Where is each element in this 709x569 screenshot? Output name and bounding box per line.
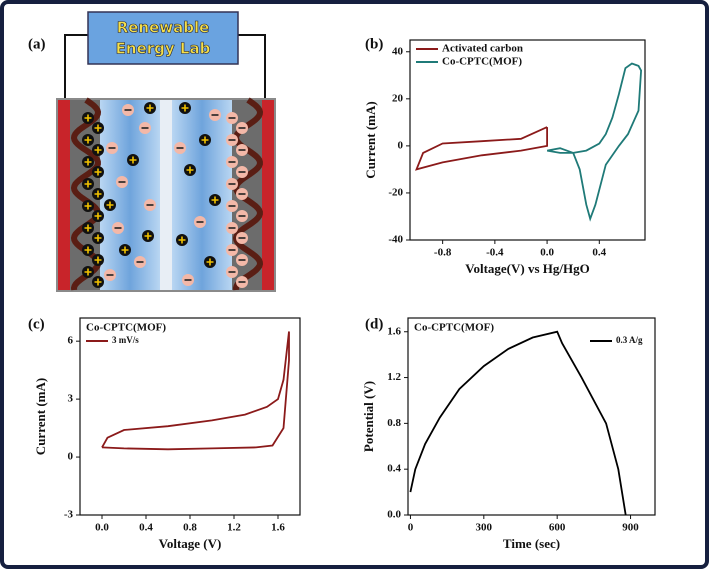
plus-sign: [146, 104, 154, 112]
sign-text: Renewable: [117, 19, 210, 37]
y-tick-label: 3: [68, 393, 74, 405]
y-axis-label: Potential (V): [361, 381, 376, 452]
y-tick-label: 0.8: [387, 417, 401, 429]
x-tick-label: 0.0: [540, 247, 554, 259]
y-tick-label: 0.4: [387, 463, 401, 475]
y-tick-label: 20: [392, 92, 404, 104]
y-tick-label: 0: [398, 139, 404, 151]
electrolyte: [100, 100, 160, 290]
plus-sign: [129, 156, 137, 164]
plus-sign: [84, 136, 92, 144]
plus-sign: [84, 246, 92, 254]
y-tick-label: -40: [388, 234, 403, 246]
annotation: Co-CPTC(MOF): [86, 322, 166, 334]
x-tick-label: 0.4: [592, 247, 606, 259]
plus-sign: [84, 268, 92, 276]
plus-sign: [201, 136, 209, 144]
y-axis-label: Current (mA): [363, 101, 378, 178]
legend-label: Co-CPTC(MOF): [442, 56, 522, 68]
wire: [64, 34, 266, 100]
data-line: [414, 126, 548, 171]
x-tick-label: 0: [408, 522, 414, 534]
y-tick-label: 1.2: [387, 371, 401, 383]
data-line: [409, 330, 627, 516]
sign-box: [87, 11, 239, 65]
plus-sign: [121, 246, 129, 254]
collector: [58, 100, 70, 290]
sign-text: Energy Lab: [116, 40, 211, 58]
plus-sign: [94, 146, 102, 154]
panel-label: (b): [365, 36, 383, 52]
plus-sign: [106, 201, 114, 209]
data-line: [101, 331, 290, 451]
plus-sign: [84, 114, 92, 122]
legend-label: 3 mV/s: [112, 335, 139, 345]
plus-sign: [94, 212, 102, 220]
plus-sign: [186, 166, 194, 174]
x-axis-label: Time (sec): [503, 536, 560, 551]
x-tick-label: 300: [476, 522, 493, 534]
plus-sign: [206, 258, 214, 266]
x-tick-label: -0.4: [486, 247, 504, 259]
plus-sign: [94, 278, 102, 286]
y-tick-label: -20: [388, 186, 403, 198]
plus-sign: [178, 236, 186, 244]
y-tick-label: 0: [68, 451, 74, 463]
electrolyte: [172, 100, 232, 290]
plot-frame: [407, 317, 656, 516]
plus-sign: [84, 180, 92, 188]
plus-sign: [94, 124, 102, 132]
x-axis-label: Voltage (V): [159, 536, 222, 551]
plus-sign: [94, 168, 102, 176]
x-tick-label: 900: [622, 522, 639, 534]
plot-frame: [409, 39, 646, 241]
panel-label: (d): [365, 316, 383, 332]
y-tick-label: 0.0: [387, 509, 401, 521]
y-tick-label: 6: [68, 335, 74, 347]
x-tick-label: 1.6: [271, 522, 285, 534]
y-tick-label: 40: [392, 45, 404, 57]
data-line: [546, 62, 643, 222]
y-axis-label: Current (mA): [33, 378, 48, 455]
x-tick-label: 0.8: [183, 522, 197, 534]
x-tick-label: 0.0: [95, 522, 109, 534]
supercapacitor-diagram: (a) Renewable Energy Lab: [28, 11, 276, 292]
separator: [160, 100, 172, 290]
annotation: Co-CPTC(MOF): [414, 322, 494, 334]
x-tick-label: -0.8: [434, 247, 452, 259]
legend-label: 0.3 A/g: [616, 335, 643, 345]
y-tick-label: -3: [64, 509, 74, 521]
collector: [262, 100, 274, 290]
plus-sign: [94, 256, 102, 264]
x-tick-label: 1.2: [227, 522, 241, 534]
plus-sign: [84, 224, 92, 232]
plus-sign: [94, 190, 102, 198]
x-tick-label: 600: [549, 522, 566, 534]
legend-label: Activated carbon: [442, 43, 523, 55]
x-tick-label: 0.4: [139, 522, 153, 534]
x-axis-label: Voltage(V) vs Hg/HgO: [465, 261, 589, 276]
plus-sign: [94, 234, 102, 242]
plus-sign: [181, 104, 189, 112]
panel-label: (a): [28, 36, 46, 52]
y-tick-label: 1.6: [387, 325, 401, 337]
panel-label: (c): [28, 316, 45, 332]
plus-sign: [84, 158, 92, 166]
plus-sign: [84, 202, 92, 210]
plus-sign: [144, 232, 152, 240]
plus-sign: [211, 196, 219, 204]
